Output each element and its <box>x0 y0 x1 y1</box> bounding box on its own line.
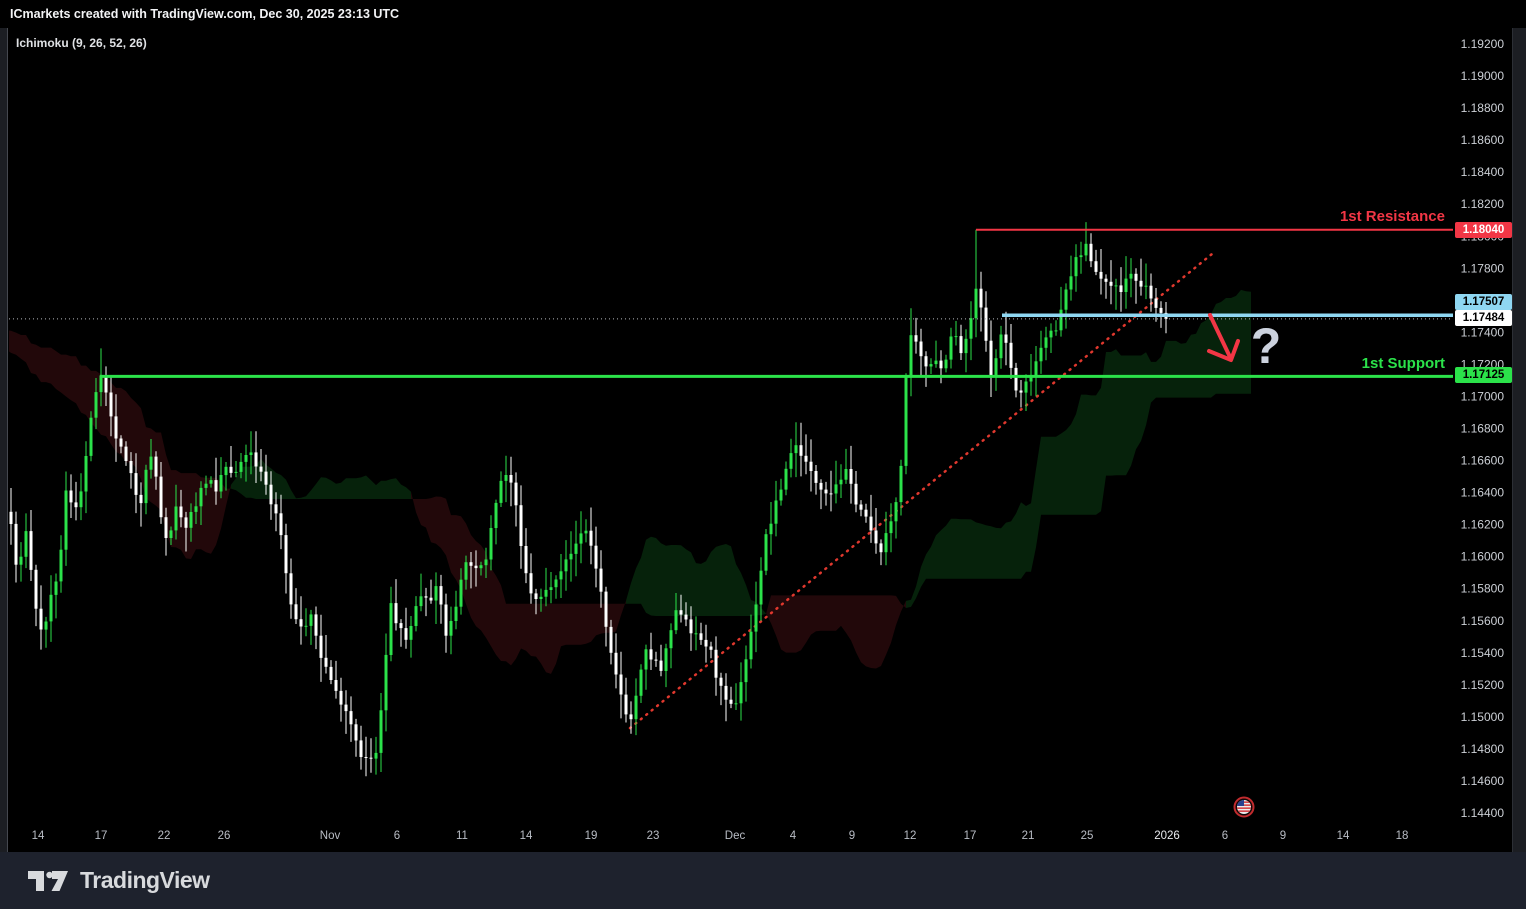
price-tick: 1.15000 <box>1461 710 1505 724</box>
economic-event-flag-icon[interactable] <box>1233 796 1255 818</box>
price-badge-support: 1.17125 <box>1455 367 1512 383</box>
price-tick: 1.16400 <box>1461 486 1505 500</box>
time-tick: Dec <box>725 830 746 842</box>
price-tick: 1.16200 <box>1461 518 1505 532</box>
time-tick: 26 <box>218 830 231 842</box>
time-tick: 14 <box>520 830 533 842</box>
price-tick: 1.15400 <box>1461 646 1505 660</box>
time-tick: 17 <box>95 830 108 842</box>
price-badge-resistance: 1.18040 <box>1455 222 1512 238</box>
price-tick: 1.15800 <box>1461 582 1505 596</box>
tradingview-logo[interactable]: TradingView <box>26 866 210 896</box>
price-badge-blue: 1.17507 <box>1455 294 1512 310</box>
time-tick: 14 <box>1337 830 1350 842</box>
time-tick: 22 <box>158 830 171 842</box>
time-tick: 2026 <box>1154 830 1180 842</box>
price-tick: 1.17000 <box>1461 390 1505 404</box>
time-tick: 17 <box>964 830 977 842</box>
price-badge-last: 1.17484 <box>1455 310 1512 326</box>
price-tick: 1.18600 <box>1461 133 1505 147</box>
right-edge-strip <box>1512 28 1526 852</box>
time-tick: 4 <box>790 830 797 842</box>
time-tick: 23 <box>647 830 660 842</box>
price-tick: 1.14600 <box>1461 774 1505 788</box>
time-tick: 18 <box>1396 830 1409 842</box>
trendline[interactable] <box>628 249 1218 730</box>
watermark-text: ICmarkets created with TradingView.com, … <box>10 7 400 21</box>
left-edge-strip <box>0 28 8 852</box>
time-tick: 25 <box>1081 830 1094 842</box>
price-tick: 1.14400 <box>1461 806 1505 820</box>
time-tick: 9 <box>1280 830 1286 842</box>
price-tick: 1.14800 <box>1461 742 1505 756</box>
time-tick: 19 <box>585 830 598 842</box>
price-axis-labels[interactable]: 1.19200 1.19000 1.18800 1.18600 1.18400 1.182… <box>1461 37 1505 820</box>
candlesticks <box>9 222 1168 777</box>
price-tick: 1.15200 <box>1461 678 1505 692</box>
top-bar: ICmarkets created with TradingView.com, … <box>0 0 1526 28</box>
down-arrow-drawing[interactable] <box>1207 313 1240 362</box>
time-tick: 6 <box>1222 830 1228 842</box>
price-tick: 1.19200 <box>1461 37 1505 51</box>
price-tick: 1.17800 <box>1461 261 1505 275</box>
time-tick: Nov <box>320 830 341 842</box>
indicator-legend[interactable]: Ichimoku (9, 26, 52, 26) <box>16 36 147 50</box>
time-tick: 11 <box>456 830 468 842</box>
price-tick: 1.16000 <box>1461 550 1505 564</box>
tradingview-wordmark: TradingView <box>80 867 210 893</box>
support-label[interactable]: 1st Support <box>1362 355 1445 372</box>
price-tick: 1.18400 <box>1461 165 1505 179</box>
ichimoku-cloud <box>9 289 1251 674</box>
price-tick: 1.16800 <box>1461 422 1505 436</box>
tradingview-logo-mark <box>28 870 68 891</box>
time-tick: 6 <box>394 830 400 842</box>
time-tick: 12 <box>904 830 917 842</box>
price-tick: 1.17400 <box>1461 325 1505 339</box>
price-tick: 1.18800 <box>1461 101 1505 115</box>
time-tick: 21 <box>1022 830 1035 842</box>
resistance-label[interactable]: 1st Resistance <box>1340 208 1445 225</box>
price-tick: 1.19000 <box>1461 69 1505 83</box>
time-axis-labels[interactable]: 14 17 22 26 Nov 6 11 14 19 23 Dec 4 9 12 17 21 25 2026 6 9 1… <box>32 830 1409 842</box>
price-tick: 1.16600 <box>1461 454 1505 468</box>
time-tick: 9 <box>849 830 855 842</box>
footer-bar: TradingView <box>0 852 1526 909</box>
question-mark[interactable]: ? <box>1251 318 1282 374</box>
price-tick: 1.15600 <box>1461 614 1505 628</box>
price-tick: 1.18200 <box>1461 197 1505 211</box>
time-tick: 14 <box>32 830 45 842</box>
